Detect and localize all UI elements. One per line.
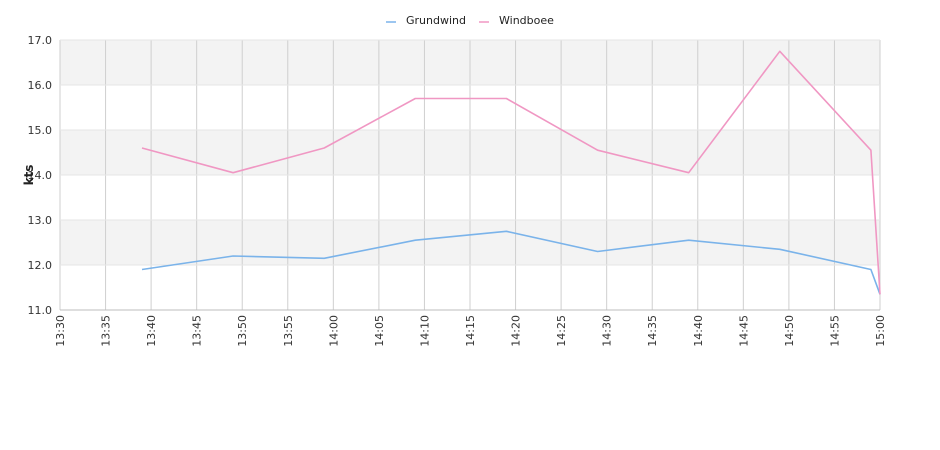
y-tick-label: 16.0	[28, 79, 53, 92]
x-axis: 13:30 13:35 13:40 13:45 13:50 13:55 14:00 14:05…	[54, 315, 887, 347]
x-tick-label: 14:15	[464, 315, 477, 347]
x-tick-label: 14:30	[601, 315, 614, 347]
y-tick-label: 14.0	[28, 169, 53, 182]
series-line-windboee	[141, 50, 881, 295]
legend-label: Windboee	[499, 14, 554, 27]
x-tick-label: 13:30	[54, 315, 67, 347]
x-tick-label: 14:10	[418, 315, 431, 347]
x-tick-label: 14:50	[783, 315, 796, 347]
x-tick-label: 14:25	[555, 315, 568, 347]
x-tick-label: 14:40	[692, 315, 705, 347]
legend-label: Grundwind	[406, 14, 466, 27]
x-tick-label: 15:00	[874, 315, 887, 347]
y-tick-label: 17.0	[28, 34, 53, 47]
x-tick-label: 14:00	[327, 315, 340, 347]
x-tick-label: 13:40	[145, 315, 158, 347]
y-tick-label: 13.0	[28, 214, 53, 227]
y-tick-label: 11.0	[28, 304, 53, 317]
x-tick-label: 14:55	[828, 315, 841, 347]
x-tick-label: 14:35	[646, 315, 659, 347]
series-lines	[141, 50, 881, 295]
x-tick-label: 13:50	[236, 315, 249, 347]
x-tick-label: 14:45	[737, 315, 750, 347]
y-axis-title: kts	[22, 165, 36, 186]
x-tick-label: 13:35	[100, 315, 113, 347]
legend: Grundwind Windboee	[386, 14, 554, 27]
x-tick-label: 14:20	[510, 315, 523, 347]
y-tick-label: 15.0	[28, 124, 53, 137]
x-tick-label: 13:55	[282, 315, 295, 347]
legend-item-grundwind[interactable]: Grundwind	[386, 14, 466, 27]
series-line-grundwind	[141, 230, 881, 295]
x-tick-label: 14:05	[373, 315, 386, 347]
legend-item-windboee[interactable]: Windboee	[479, 14, 554, 27]
x-tick-label: 13:45	[191, 315, 204, 347]
y-axis: 11.0 12.0 13.0 14.0 15.0 16.0 17.0	[28, 34, 53, 317]
y-tick-label: 12.0	[28, 259, 53, 272]
